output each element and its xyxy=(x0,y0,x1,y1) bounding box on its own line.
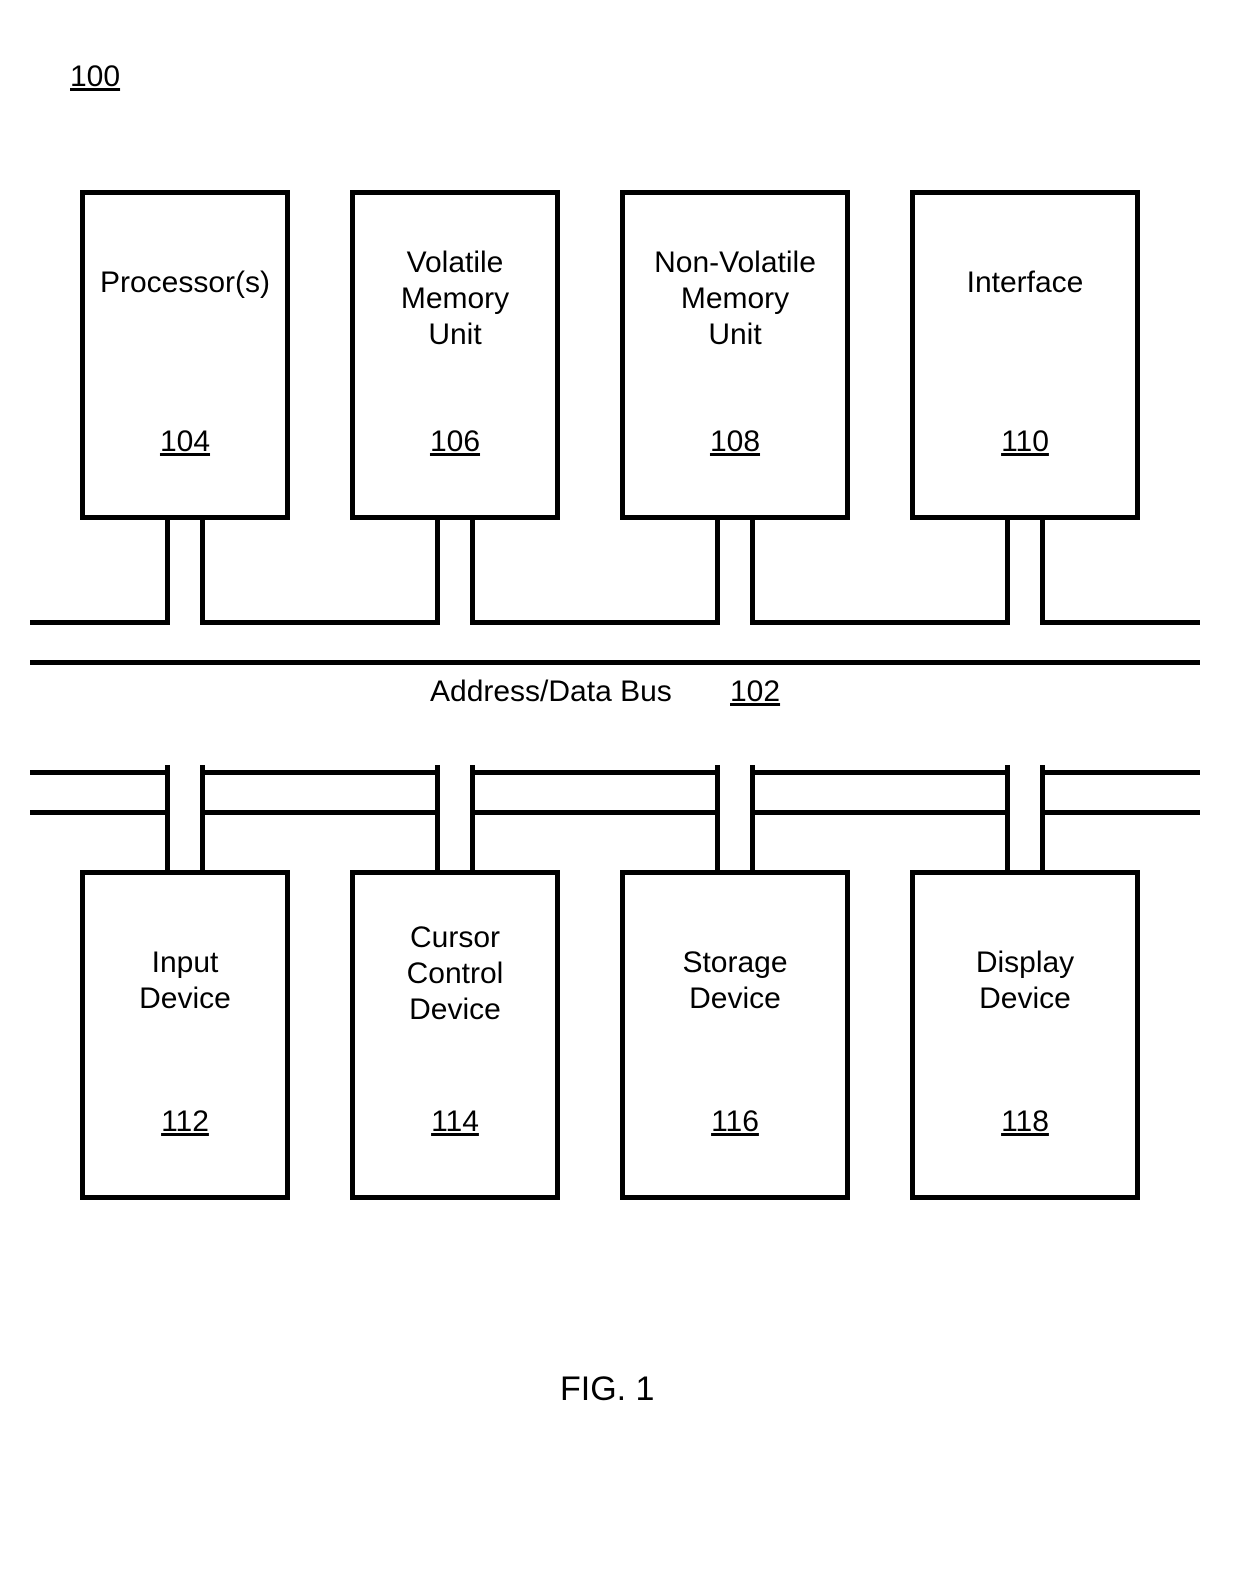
bus-line xyxy=(205,620,435,625)
box-ref: 114 xyxy=(355,1105,555,1139)
connector-edge xyxy=(470,520,475,625)
top-box: Processor(s) 104 xyxy=(80,190,290,520)
box-ref: 108 xyxy=(625,425,845,459)
bus-line xyxy=(30,810,165,815)
box-ref: 112 xyxy=(85,1105,285,1139)
bus-connector-patch xyxy=(170,520,200,625)
bus-line xyxy=(755,620,1005,625)
connector-edge xyxy=(1005,520,1010,625)
bus-line xyxy=(30,660,1200,665)
box-label: VolatileMemoryUnit xyxy=(355,245,555,353)
top-box: VolatileMemoryUnit 106 xyxy=(350,190,560,520)
box-ref: 106 xyxy=(355,425,555,459)
box-label: InputDevice xyxy=(85,945,285,1017)
figure-ref: 100 xyxy=(70,60,120,94)
bottom-box: CursorControlDevice 114 xyxy=(350,870,560,1200)
bus-connector xyxy=(715,765,755,870)
box-label: StorageDevice xyxy=(625,945,845,1017)
bus-line xyxy=(475,810,715,815)
connector-edge xyxy=(1040,520,1045,625)
connector-edge xyxy=(750,520,755,625)
bottom-box: DisplayDevice 118 xyxy=(910,870,1140,1200)
box-label: Interface xyxy=(915,265,1135,301)
bus-connector xyxy=(435,765,475,870)
connector-edge xyxy=(715,520,720,625)
bus-line xyxy=(475,620,715,625)
connector-edge xyxy=(200,520,205,625)
bus-connector xyxy=(1005,765,1045,870)
bus-connector-patch xyxy=(720,520,750,625)
box-label: CursorControlDevice xyxy=(355,920,555,1028)
bus-line xyxy=(30,620,165,625)
bus-line xyxy=(1045,620,1200,625)
bus-connector xyxy=(165,765,205,870)
connector-edge xyxy=(435,520,440,625)
box-ref: 110 xyxy=(915,425,1135,459)
figure-caption: FIG. 1 xyxy=(560,1370,654,1409)
bus-line xyxy=(1045,810,1200,815)
box-ref: 104 xyxy=(85,425,285,459)
top-box: Non-VolatileMemoryUnit 108 xyxy=(620,190,850,520)
bus-label: Address/Data Bus xyxy=(430,675,672,709)
bus-connector-patch xyxy=(1010,520,1040,625)
connector-edge xyxy=(165,520,170,625)
box-ref: 118 xyxy=(915,1105,1135,1139)
bottom-box: InputDevice 112 xyxy=(80,870,290,1200)
top-box: Interface 110 xyxy=(910,190,1140,520)
box-ref: 116 xyxy=(625,1105,845,1139)
bottom-box: StorageDevice 116 xyxy=(620,870,850,1200)
box-label: Non-VolatileMemoryUnit xyxy=(625,245,845,353)
bus-connector-patch xyxy=(440,520,470,625)
bus-ref: 102 xyxy=(730,675,780,709)
box-label: DisplayDevice xyxy=(915,945,1135,1017)
box-label: Processor(s) xyxy=(85,265,285,301)
diagram-canvas: 100 Processor(s) 104 VolatileMemoryUnit 106… xyxy=(0,0,1240,1596)
bus-line xyxy=(755,810,1005,815)
bus-line xyxy=(205,810,435,815)
